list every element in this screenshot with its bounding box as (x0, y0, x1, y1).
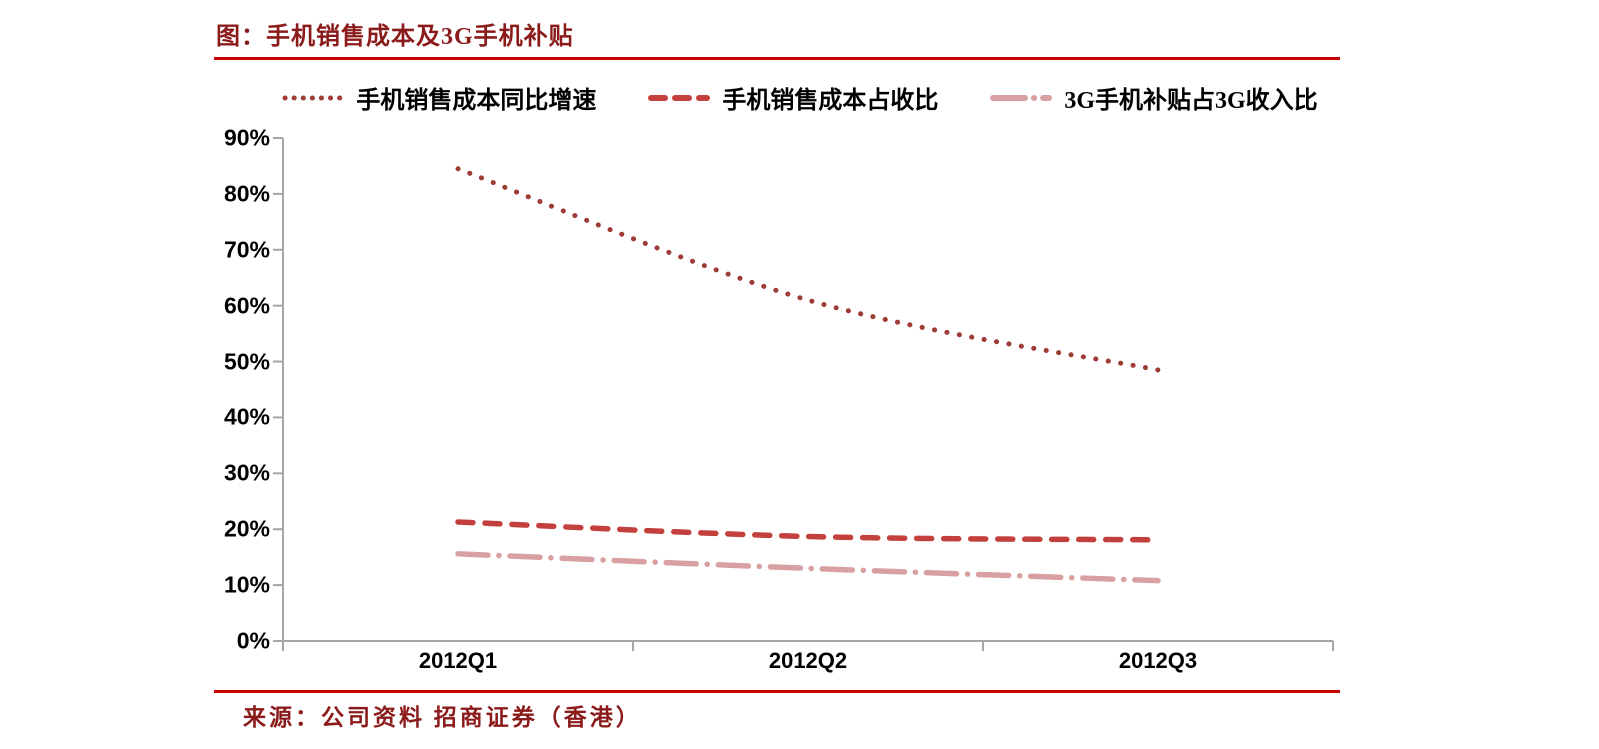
y-axis-tick-label: 70% (223, 236, 270, 263)
y-axis-tick-label: 0% (236, 627, 270, 654)
y-axis-tick-label: 30% (223, 459, 270, 486)
legend-item: 手机销售成本同比增速 (282, 80, 596, 115)
x-axis-tick-label: 2012Q3 (1118, 648, 1198, 673)
y-axis-tick-label: 90% (223, 124, 270, 151)
chart-title: 图：手机销售成本及3G手机补贴 (216, 24, 574, 50)
y-axis-tick-label: 10% (223, 571, 270, 598)
y-axis-tick-label: 20% (223, 515, 270, 542)
series-line-dashed (455, 519, 1161, 543)
chart-legend: 手机销售成本同比增速 手机销售成本占收比 3G手机补贴占3G收入比 (240, 80, 1360, 115)
legend-dashed-line-icon (648, 94, 711, 101)
y-axis-tick-label: 80% (223, 180, 270, 207)
legend-label: 手机销售成本同比增速 (356, 88, 597, 114)
source-divider-line (214, 690, 1340, 693)
source-text: 来源：公司资料 招商证券（香港） (243, 705, 642, 730)
legend-label: 手机销售成本占收比 (722, 88, 939, 114)
legend-label: 3G手机补贴占3G收入比 (1064, 88, 1318, 114)
x-axis-tick-label: 2012Q2 (768, 648, 848, 673)
y-axis-tick-label: 40% (223, 403, 270, 430)
legend-dotted-line-icon (282, 95, 344, 100)
legend-item: 手机销售成本占收比 (648, 80, 938, 115)
title-divider-line (214, 57, 1340, 60)
y-axis-tick-label: 50% (223, 348, 270, 375)
series-line-dashdot (455, 551, 1161, 584)
legend-dashdot-line-icon (990, 94, 1053, 101)
series-line-dotted (455, 166, 1161, 373)
legend-item: 3G手机补贴占3G收入比 (990, 80, 1318, 115)
x-axis-tick-label: 2012Q1 (418, 648, 498, 673)
y-axis-tick-label: 60% (223, 292, 270, 319)
